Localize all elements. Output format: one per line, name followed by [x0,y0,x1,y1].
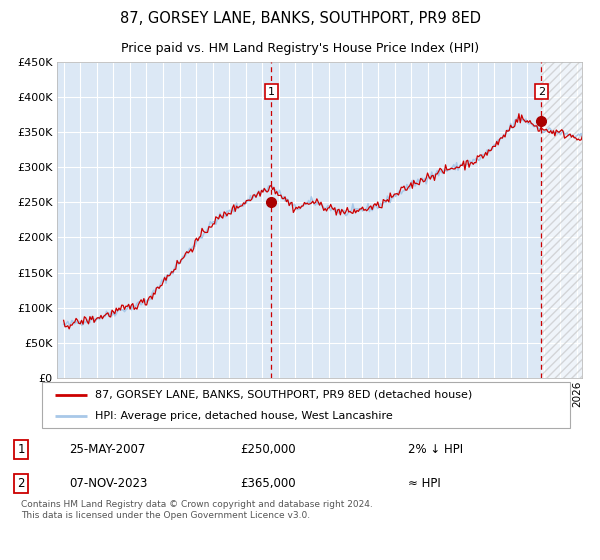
Text: 07-NOV-2023: 07-NOV-2023 [69,477,148,490]
Text: HPI: Average price, detached house, West Lancashire: HPI: Average price, detached house, West… [95,411,392,421]
Text: ≈ HPI: ≈ HPI [408,477,441,490]
Text: Contains HM Land Registry data © Crown copyright and database right 2024.
This d: Contains HM Land Registry data © Crown c… [21,501,373,520]
Text: 2: 2 [17,477,25,490]
Text: 25-MAY-2007: 25-MAY-2007 [69,443,145,456]
Text: 2% ↓ HPI: 2% ↓ HPI [408,443,463,456]
Text: £250,000: £250,000 [240,443,296,456]
FancyBboxPatch shape [42,382,570,428]
Text: 1: 1 [17,443,25,456]
Text: Price paid vs. HM Land Registry's House Price Index (HPI): Price paid vs. HM Land Registry's House … [121,43,479,55]
Text: 87, GORSEY LANE, BANKS, SOUTHPORT, PR9 8ED: 87, GORSEY LANE, BANKS, SOUTHPORT, PR9 8… [119,11,481,26]
Text: 87, GORSEY LANE, BANKS, SOUTHPORT, PR9 8ED (detached house): 87, GORSEY LANE, BANKS, SOUTHPORT, PR9 8… [95,390,472,400]
Text: 2: 2 [538,87,545,97]
Text: 1: 1 [268,87,275,97]
Text: £365,000: £365,000 [240,477,296,490]
